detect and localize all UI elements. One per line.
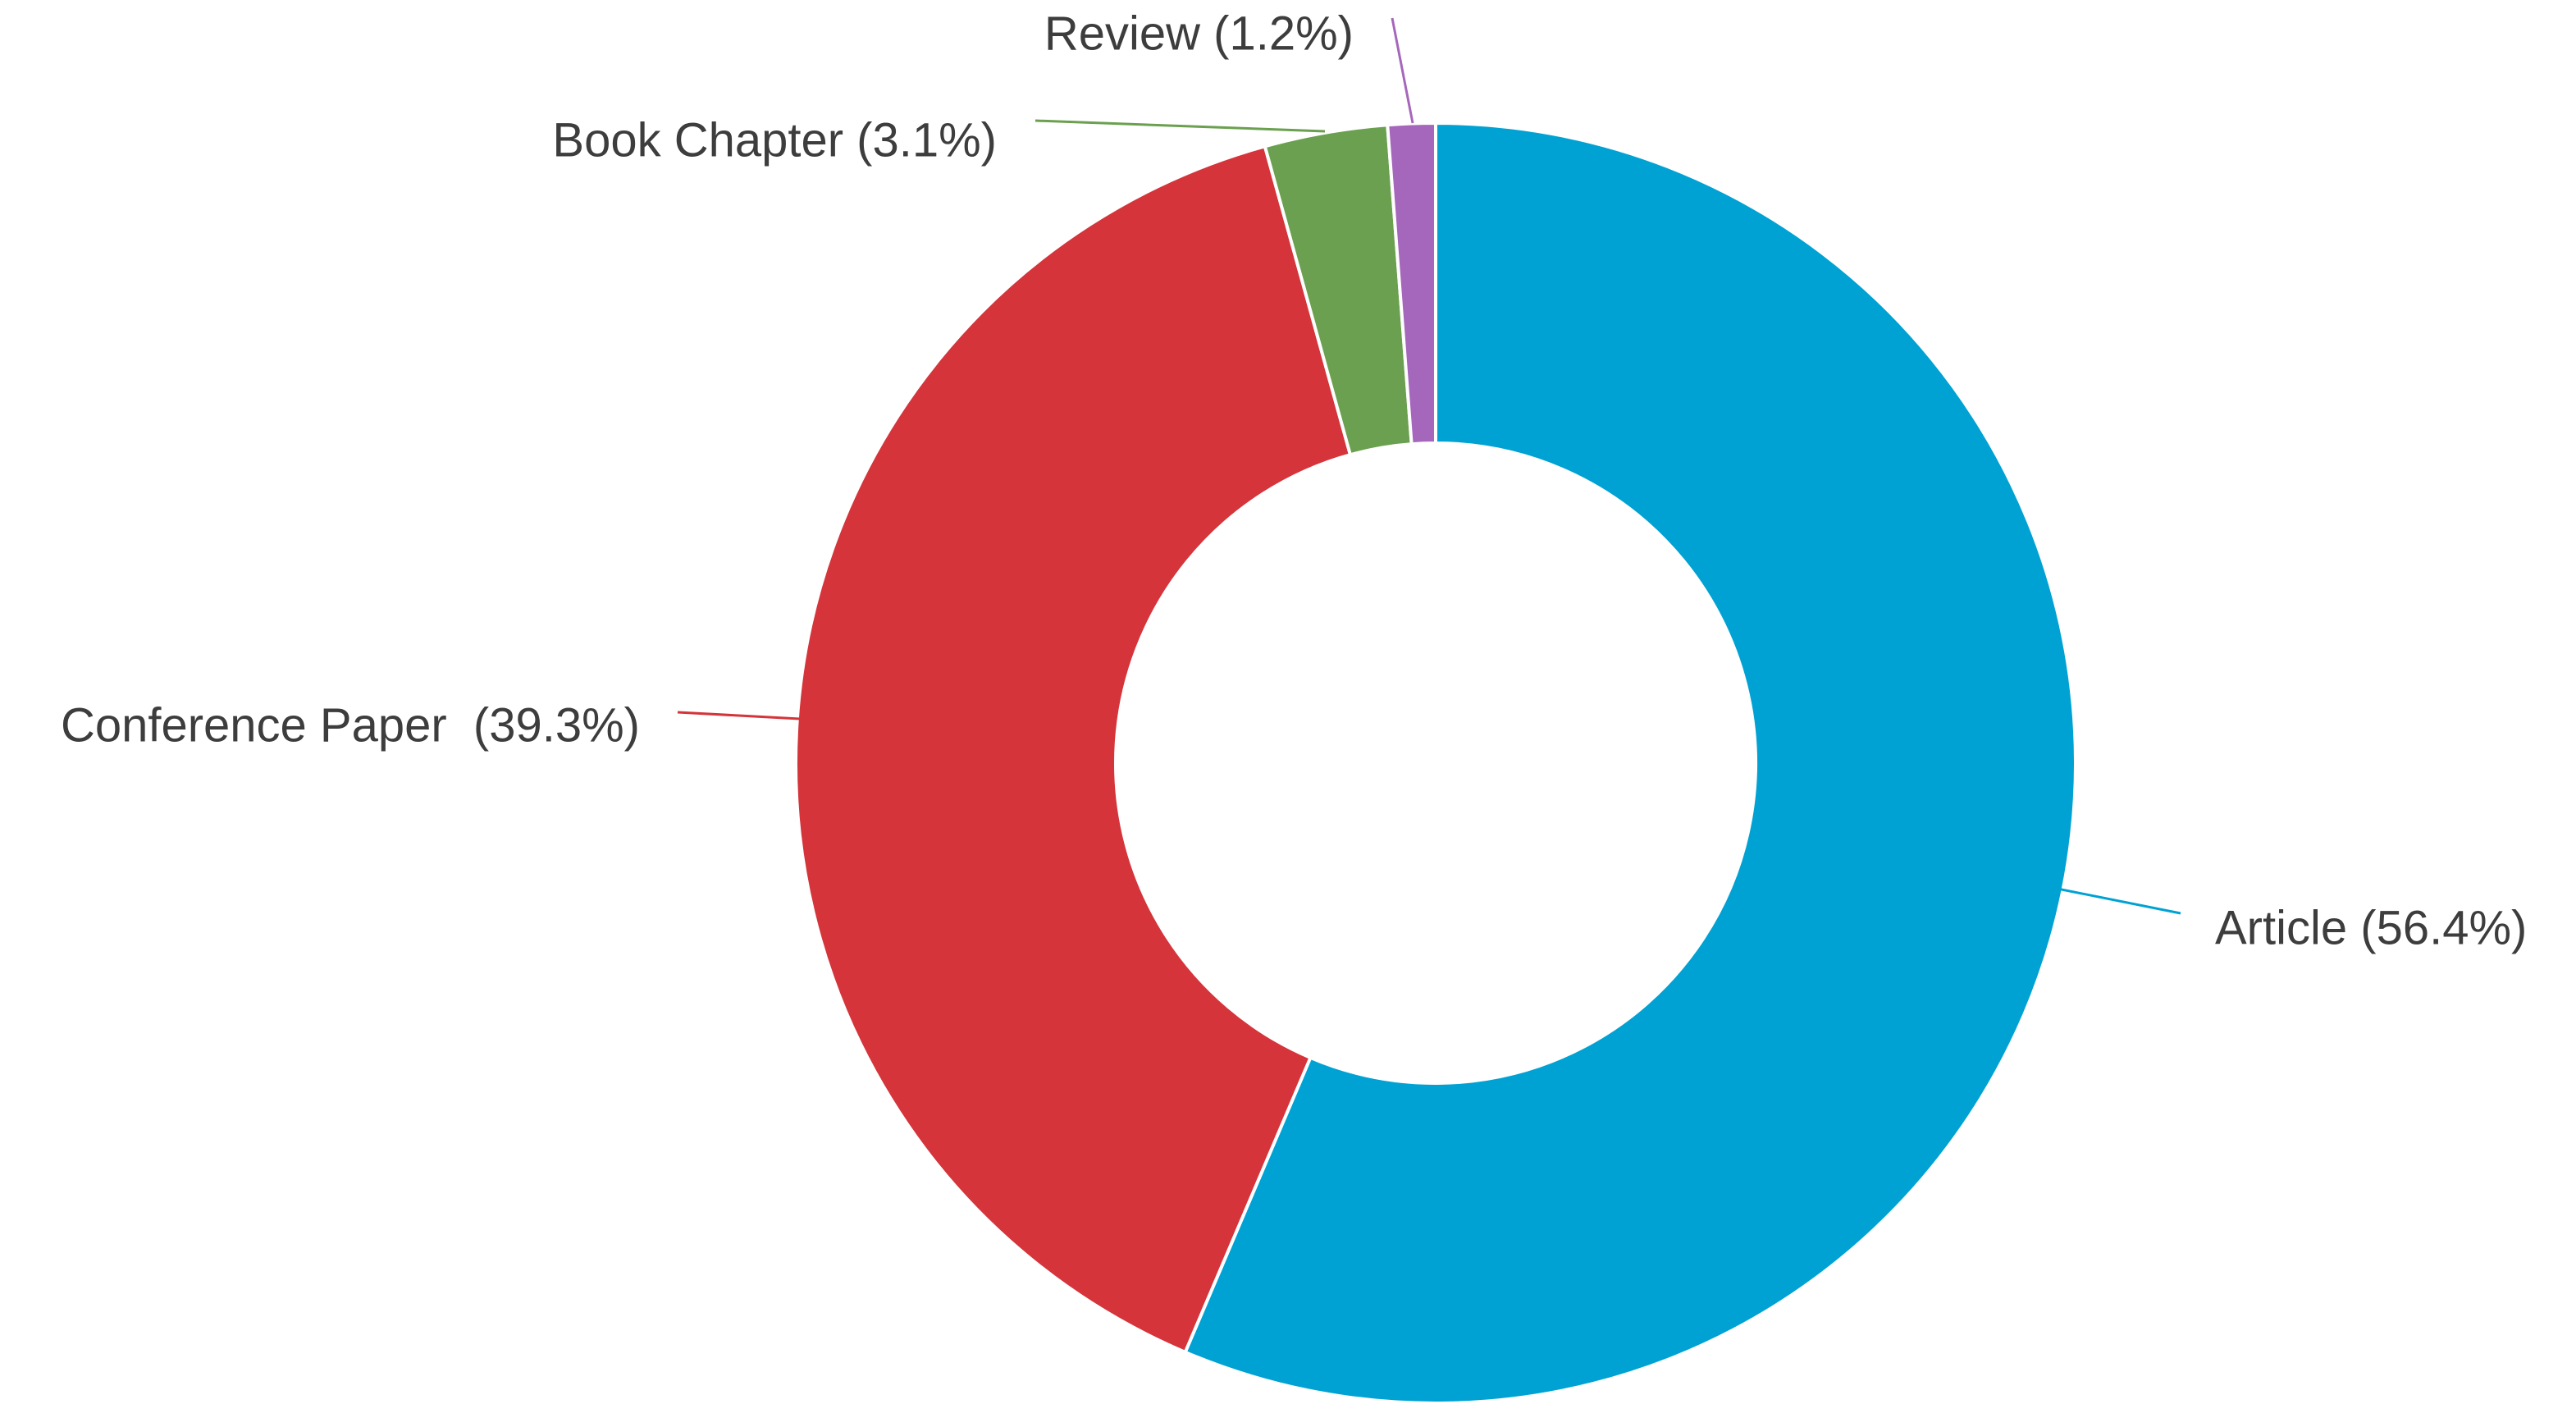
slice-labels: Article (56.4%) Conference Paper (39.3%) B… [61, 7, 2527, 954]
label-book-chapter: Book Chapter (3.1%) [552, 113, 997, 167]
label-conference-paper: Conference Paper (39.3%) [61, 698, 640, 752]
label-review: Review (1.2%) [1044, 7, 1354, 60]
slice-article [1183, 121, 2077, 1405]
leader-line-review [1391, 17, 1414, 124]
label-article: Article (56.4%) [2215, 901, 2527, 954]
leader-line-book-chapter [1035, 119, 1326, 133]
leader-line-article [2057, 887, 2181, 915]
leader-lines [677, 17, 2181, 915]
slice-review [1386, 121, 1437, 446]
donut-slices [794, 121, 2077, 1405]
slice-conference-paper [794, 144, 1352, 1354]
leader-line-conference-paper [677, 711, 801, 720]
